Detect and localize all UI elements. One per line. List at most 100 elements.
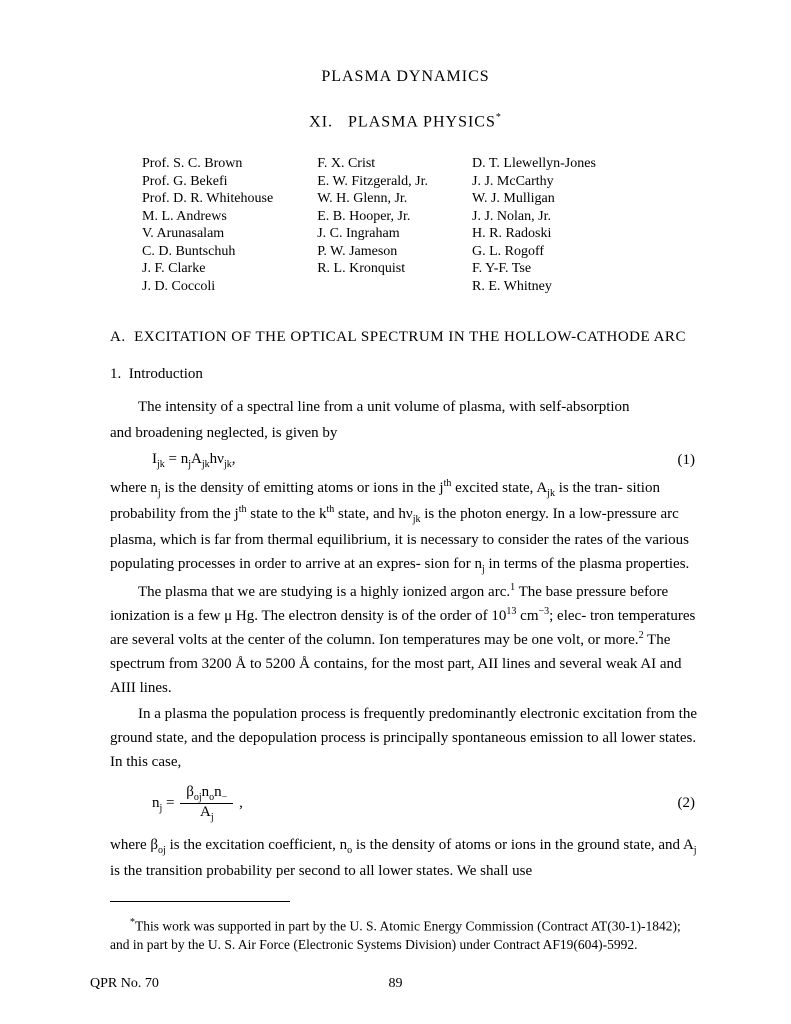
section-heading: A. EXCITATION OF THE OPTICAL SPECTRUM IN… [110,329,701,346]
para-1-line-2: and broadening neglected, is given by [110,421,701,445]
p5-t5: is the transition probability per second… [110,863,532,879]
eq1-rhs-5: jk [224,459,232,470]
footnote-rule [110,901,290,902]
footer-left: QPR No. 70 [90,976,159,992]
page: PLASMA DYNAMICS XI. PLASMA PHYSICS* Prof… [0,0,791,1024]
section-title: EXCITATION OF THE OPTICAL SPECTRUM IN TH… [134,329,686,345]
author: D. T. Llewellyn-Jones [472,155,596,173]
p5-t3: is the density of atoms or ions in the g… [352,837,619,853]
eq2-top: βojnon− [180,784,233,804]
eq2-trail: , [239,795,243,811]
author: R. E. Whitney [472,278,596,296]
author: J. J. McCarthy [472,173,596,191]
p2-t6: state to the k [247,506,327,522]
title-main: PLASMA PHYSICS [348,113,496,130]
author: P. W. Jameson [317,243,428,261]
p2-t4: is the tran- [555,480,623,496]
footnote-text: This work was supported in part by the U… [110,918,681,951]
p2-t12: in terms of the plasma properties. [485,556,690,572]
author: C. D. Buntschuh [142,243,273,261]
subsection-heading: 1. Introduction [110,366,701,383]
footer: QPR No. 70 89 [90,976,701,992]
subsection-title: Introduction [129,366,203,382]
para-4: In a plasma the population process is fr… [110,702,701,774]
page-number: 89 [389,976,403,992]
author: F. Y-F. Tse [472,260,596,278]
p3-t1: The plasma that we are studying is a hig… [138,584,510,600]
author: J. F. Clarke [142,260,273,278]
title-marker: * [496,112,502,123]
author: Prof. S. C. Brown [142,155,273,173]
p3-supm3: −3 [539,606,550,617]
eq1-rhs-4: hν [210,451,224,467]
author-col-3: D. T. Llewellyn-Jones J. J. McCarthy W. … [472,155,596,295]
para-2: where nj is the density of emitting atom… [110,476,701,578]
p3-sup13: 13 [506,606,516,617]
author-columns: Prof. S. C. Brown Prof. G. Bekefi Prof. … [142,155,701,295]
eq2-bot-1: j [211,812,214,823]
author: M. L. Andrews [142,208,273,226]
p5-t2: is the excitation coefficient, n [166,837,347,853]
eq2-number: (2) [678,795,702,812]
p4-t1: In a plasma the population process is fr… [138,706,642,722]
p3-t4: cm [516,608,538,624]
eq2-top-1: oj [194,792,202,803]
footnote: *This work was supported in part by the … [110,916,701,954]
p2-t1: where n [110,480,158,496]
eq1-rhs-6: , [232,451,236,467]
para-1-line-1: The intensity of a spectral line from a … [110,395,701,419]
p2-subjk-2: jk [413,514,421,525]
supertitle: PLASMA DYNAMICS [110,68,701,86]
author-col-1: Prof. S. C. Brown Prof. G. Bekefi Prof. … [142,155,273,295]
p2-t11: sion for n [424,556,482,572]
eq1-number: (1) [678,452,702,469]
eq2-top-5: − [222,792,228,803]
p2-t8: is the photon energy. In [421,506,566,522]
eq1-rhs-3: jk [202,459,210,470]
eq2-top-4: n [214,784,222,800]
author: Prof. G. Bekefi [142,173,273,191]
p2-th-2: th [239,504,247,515]
eq1-rhs-2: A [191,451,202,467]
eq1-rhs-0: = n [169,451,189,467]
para-5: where βoj is the excitation coefficient,… [110,833,701,883]
author-col-2: F. X. Crist E. W. Fitzgerald, Jr. W. H. … [317,155,428,295]
eq2-bot: Aj [180,804,233,823]
para-3: The plasma that we are studying is a hig… [110,580,701,700]
author: E. B. Hooper, Jr. [317,208,428,226]
p3-t7: be one volt, or more. [514,632,639,648]
p2-subjk-1: jk [547,488,555,499]
eq2-lhs-sym: n [152,795,160,811]
section-label: A. [110,329,126,345]
p5-suboj: oj [158,845,166,856]
author: W. H. Glenn, Jr. [317,190,428,208]
author: R. L. Kronquist [317,260,428,278]
author: J. D. Coccoli [142,278,273,296]
p2-t7: state, and hν [334,506,412,522]
p5-t1: where β [110,837,158,853]
p2-t3: excited state, A [451,480,547,496]
eq1-lhs-sub: jk [157,459,165,470]
author: J. J. Nolan, Jr. [472,208,596,226]
author: G. L. Rogoff [472,243,596,261]
p2-t2: is the density of emitting atoms or ions… [161,480,444,496]
author: H. R. Radoski [472,225,596,243]
author: E. W. Fitzgerald, Jr. [317,173,428,191]
author: W. J. Mulligan [472,190,596,208]
author: F. X. Crist [317,155,428,173]
equation-2: nj = βojnon− Aj , (2) [110,784,701,823]
p5-t4: state, and A [623,837,693,853]
eq2-lhs-sub: j [160,803,163,814]
title-prefix: XI. [309,113,333,130]
p3-t2: The base pressure [515,584,626,600]
eq1-body: Ijk = njAjkhνjk, [110,451,235,470]
eq2-bot-0: A [200,804,211,820]
p3-t5: ; elec- [549,608,586,624]
eq2-frac: βojnon− Aj [180,784,233,823]
author: J. C. Ingraham [317,225,428,243]
eq2-top-0: β [186,784,194,800]
author: V. Arunasalam [142,225,273,243]
equation-1: Ijk = njAjkhνjk, (1) [110,451,701,470]
subsection-label: 1. [110,366,121,382]
p5-subj: j [694,845,697,856]
